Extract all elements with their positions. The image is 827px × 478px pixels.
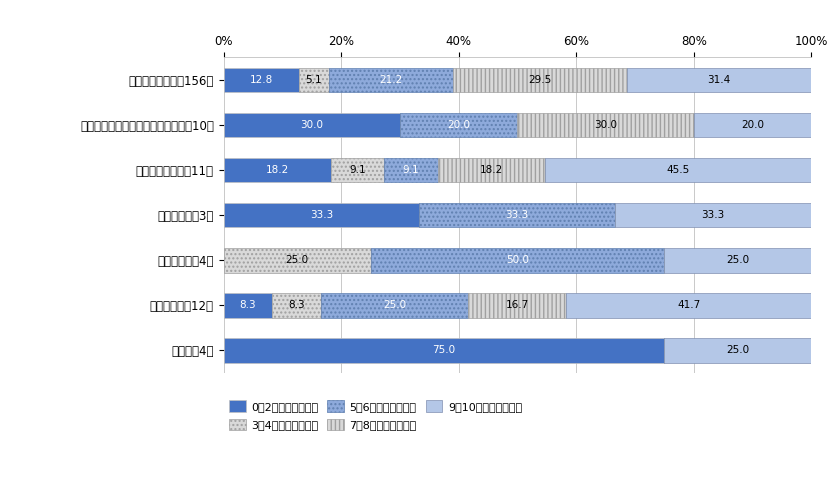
Legend: 0～2割程度回復した, 3～4割程度回復した, 5～6割程度回復した, 7～8割程度回復した, 9～10割程度回復した: 0～2割程度回復した, 3～4割程度回復した, 5～6割程度回復した, 7～8割… xyxy=(229,401,522,430)
Text: 5.1: 5.1 xyxy=(305,75,322,85)
Bar xyxy=(321,293,467,318)
Bar xyxy=(399,113,517,137)
Bar xyxy=(614,203,810,228)
Text: 20.0: 20.0 xyxy=(740,120,763,130)
Bar xyxy=(626,67,810,92)
Text: 75.0: 75.0 xyxy=(432,345,455,355)
Bar xyxy=(272,293,321,318)
Bar xyxy=(566,293,810,318)
Text: 30.0: 30.0 xyxy=(300,120,323,130)
Bar xyxy=(328,67,453,92)
Text: 21.2: 21.2 xyxy=(379,75,402,85)
Text: 9.1: 9.1 xyxy=(402,165,418,175)
Text: 31.4: 31.4 xyxy=(706,75,730,85)
Text: 33.3: 33.3 xyxy=(309,210,332,220)
Text: 30.0: 30.0 xyxy=(594,120,616,130)
Text: 25.0: 25.0 xyxy=(725,345,748,355)
Text: 25.0: 25.0 xyxy=(285,255,308,265)
Bar xyxy=(299,67,328,92)
Text: 33.3: 33.3 xyxy=(505,210,528,220)
Text: 25.0: 25.0 xyxy=(383,300,406,310)
Bar xyxy=(223,248,370,272)
Bar xyxy=(663,248,810,272)
Text: 8.3: 8.3 xyxy=(239,300,256,310)
Text: 9.1: 9.1 xyxy=(348,165,366,175)
Text: 18.2: 18.2 xyxy=(479,165,502,175)
Bar xyxy=(223,158,330,183)
Bar xyxy=(223,203,418,228)
Bar xyxy=(223,293,272,318)
Text: 33.3: 33.3 xyxy=(700,210,724,220)
Text: 12.8: 12.8 xyxy=(249,75,272,85)
Bar xyxy=(663,338,810,363)
Text: 8.3: 8.3 xyxy=(288,300,304,310)
Text: 41.7: 41.7 xyxy=(676,300,700,310)
Text: 50.0: 50.0 xyxy=(505,255,528,265)
Bar xyxy=(223,67,299,92)
Bar xyxy=(693,113,810,137)
Bar xyxy=(418,203,614,228)
Bar xyxy=(453,67,626,92)
Text: 16.7: 16.7 xyxy=(505,300,528,310)
Text: 25.0: 25.0 xyxy=(725,255,748,265)
Bar xyxy=(384,158,437,183)
Text: 29.5: 29.5 xyxy=(528,75,551,85)
Bar xyxy=(437,158,544,183)
Text: 20.0: 20.0 xyxy=(447,120,470,130)
Text: 18.2: 18.2 xyxy=(265,165,289,175)
Bar xyxy=(370,248,663,272)
Bar xyxy=(330,158,384,183)
Bar xyxy=(223,113,399,137)
Bar xyxy=(467,293,566,318)
Bar xyxy=(517,113,693,137)
Bar xyxy=(544,158,811,183)
Text: 45.5: 45.5 xyxy=(666,165,689,175)
Bar xyxy=(223,338,663,363)
